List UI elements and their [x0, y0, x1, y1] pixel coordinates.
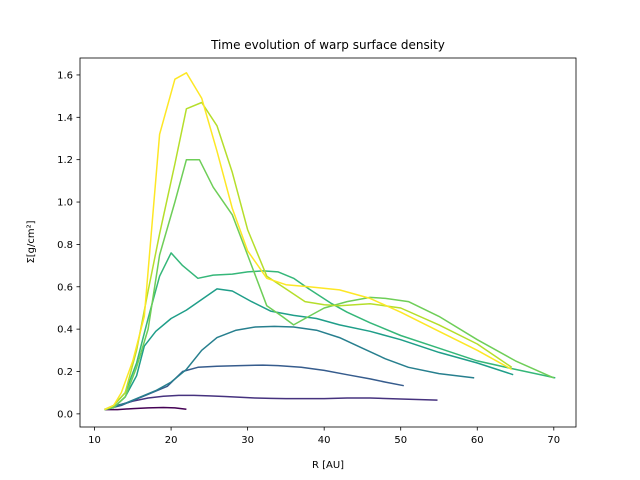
y-tick-label: 1.6 — [57, 70, 73, 81]
series-line-0 — [104, 406, 187, 411]
series-line-4 — [104, 288, 514, 411]
plot-frame — [79, 57, 577, 428]
x-axis-label: R [AU] — [312, 460, 344, 471]
series-line-3 — [104, 325, 475, 411]
y-tick-label: 1.0 — [57, 198, 73, 209]
x-tick-label: 40 — [318, 435, 331, 446]
x-tick-label: 30 — [241, 435, 254, 446]
y-tick-label: 0.0 — [57, 409, 73, 420]
y-tick-label: 1.2 — [57, 155, 73, 166]
chart-title: Time evolution of warp surface density — [210, 38, 445, 52]
y-tick-label: 1.4 — [57, 113, 73, 124]
y-axis: 0.0 0.2 0.4 0.6 0.8 1.0 1.2 1.4 1.6 — [57, 70, 80, 420]
y-tick-label: 0.6 — [57, 282, 73, 293]
series-line-1 — [104, 394, 438, 411]
y-tick-label: 0.4 — [57, 325, 73, 336]
y-axis-label: Σ[g/cm²] — [26, 220, 37, 263]
series-line-7 — [104, 101, 513, 411]
series-line-5 — [104, 252, 556, 411]
series-layer — [104, 72, 556, 411]
x-tick-label: 70 — [547, 435, 560, 446]
x-axis: 10 20 30 40 50 60 70 — [88, 427, 560, 446]
x-tick-label: 10 — [88, 435, 101, 446]
series-line-2 — [104, 364, 404, 411]
x-tick-label: 60 — [471, 435, 484, 446]
series-line-6 — [104, 158, 555, 411]
x-tick-label: 50 — [394, 435, 407, 446]
y-tick-label: 0.2 — [57, 367, 73, 378]
x-tick-label: 20 — [165, 435, 178, 446]
y-tick-label: 0.8 — [57, 240, 73, 251]
series-line-8 — [104, 72, 513, 411]
